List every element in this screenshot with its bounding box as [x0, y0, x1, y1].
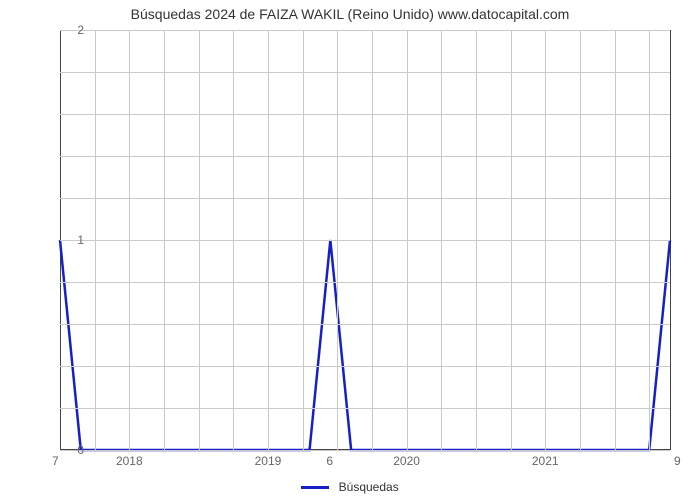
- grid-line-v: [580, 30, 581, 450]
- grid-line-h: [60, 72, 670, 73]
- x-tick-label: 2018: [116, 454, 143, 468]
- legend-swatch: [301, 486, 329, 489]
- grid-line-v: [407, 30, 408, 450]
- grid-line-h: [60, 114, 670, 115]
- plot-area: [60, 30, 671, 450]
- grid-line-v: [545, 30, 546, 450]
- grid-line-v: [441, 30, 442, 450]
- grid-line-v: [337, 30, 338, 450]
- grid-line-v: [129, 30, 130, 450]
- grid-line-h: [60, 198, 670, 199]
- grid-line-h: [60, 156, 670, 157]
- grid-line-h: [60, 450, 670, 451]
- x-tick-label: 2021: [532, 454, 559, 468]
- x-tick-label: 2019: [255, 454, 282, 468]
- x-tick-label: 2020: [393, 454, 420, 468]
- grid-line-v: [303, 30, 304, 450]
- grid-line-v: [268, 30, 269, 450]
- grid-line-v: [372, 30, 373, 450]
- grid-line-v: [476, 30, 477, 450]
- corner-label: 7: [52, 454, 59, 468]
- grid-line-v: [233, 30, 234, 450]
- grid-line-h: [60, 324, 670, 325]
- grid-line-h: [60, 240, 670, 241]
- grid-line-h: [60, 408, 670, 409]
- grid-line-v: [199, 30, 200, 450]
- legend-label: Búsquedas: [339, 480, 399, 494]
- y-tick-label: 0: [44, 443, 84, 457]
- grid-line-v: [615, 30, 616, 450]
- grid-line-v: [95, 30, 96, 450]
- corner-label: 9: [674, 454, 681, 468]
- grid-line-v: [511, 30, 512, 450]
- y-tick-label: 1: [44, 233, 84, 247]
- grid-line-h: [60, 30, 670, 31]
- legend: Búsquedas: [0, 480, 700, 494]
- grid-line-v: [649, 30, 650, 450]
- grid-line-h: [60, 282, 670, 283]
- y-tick-label: 2: [44, 23, 84, 37]
- grid-line-h: [60, 366, 670, 367]
- grid-line-v: [164, 30, 165, 450]
- chart-title: Búsquedas 2024 de FAIZA WAKIL (Reino Uni…: [0, 6, 700, 22]
- corner-label: 6: [326, 454, 333, 468]
